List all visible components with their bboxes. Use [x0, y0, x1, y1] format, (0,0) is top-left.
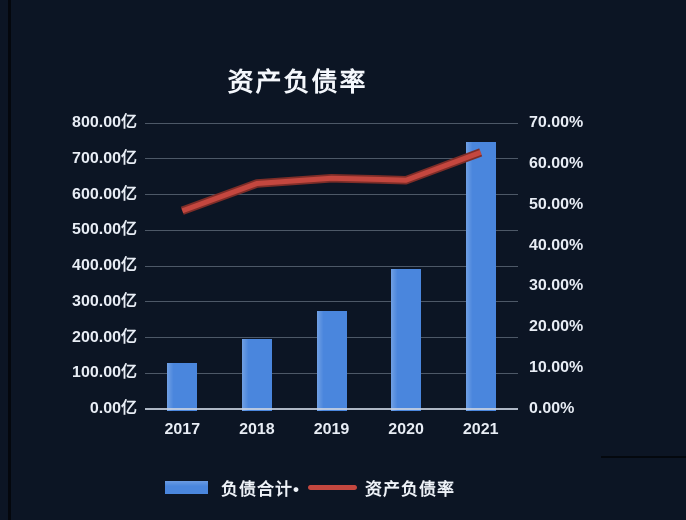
y-axis-right-label: 70.00%	[529, 114, 584, 131]
chart-title: 资产负债率	[227, 67, 368, 97]
x-axis-label-2017: 2017	[164, 421, 201, 438]
y-axis-right-label: 40.00%	[529, 236, 584, 254]
x-axis-label-2020: 2020	[388, 421, 424, 438]
y-axis-left-label: 300.00亿	[72, 292, 137, 310]
legend-swatch-bar-icon	[165, 480, 208, 494]
x-axis-label-2019: 2019	[313, 421, 350, 438]
legend-label-ratio: 资产负债率	[364, 479, 455, 499]
y-axis-left-label: 800.00亿	[72, 114, 137, 131]
legend-label-liabilities: 负债合计•	[221, 479, 300, 499]
y-axis-left-label: 0.00亿	[89, 400, 137, 417]
bar-2020	[391, 268, 422, 411]
gridline	[145, 194, 518, 195]
line-series-outline	[180, 148, 483, 215]
gridline	[145, 122, 518, 124]
x-axis-line	[145, 408, 518, 410]
gridline	[145, 301, 518, 303]
y-axis-right-label: 20.00%	[529, 318, 584, 336]
y-axis-right-label: 30.00%	[529, 277, 584, 295]
gridline	[145, 158, 518, 160]
bar-2021	[465, 141, 496, 411]
y-axis-left-label: 500.00亿	[72, 221, 137, 239]
y-axis-left-label: 400.00亿	[72, 257, 137, 274]
artifact-line	[601, 456, 686, 458]
x-axis-label-2018: 2018	[239, 421, 275, 438]
legend-swatch-line-icon	[307, 484, 357, 490]
y-axis-left-label: 600.00亿	[72, 185, 137, 203]
y-axis-left-label: 700.00亿	[72, 149, 137, 167]
y-axis-right-label: 0.00%	[529, 400, 575, 417]
y-axis-left-label: 100.00亿	[72, 364, 137, 382]
y-axis-right-label: 50.00%	[529, 195, 584, 213]
y-axis-right-label: 10.00%	[529, 359, 584, 377]
bar-2019	[316, 310, 347, 411]
line-series	[181, 150, 482, 214]
gridline	[145, 229, 518, 231]
x-axis-label-2021: 2021	[462, 421, 499, 438]
y-axis-left-label: 200.00亿	[72, 328, 137, 346]
legend: 负债合计• 资产负债率	[165, 474, 455, 500]
bar-2017	[167, 362, 198, 411]
bar-2018	[241, 338, 272, 411]
y-axis-right-label: 60.00%	[529, 154, 584, 172]
gridline	[145, 265, 518, 267]
left-edge-divider	[8, 0, 11, 520]
